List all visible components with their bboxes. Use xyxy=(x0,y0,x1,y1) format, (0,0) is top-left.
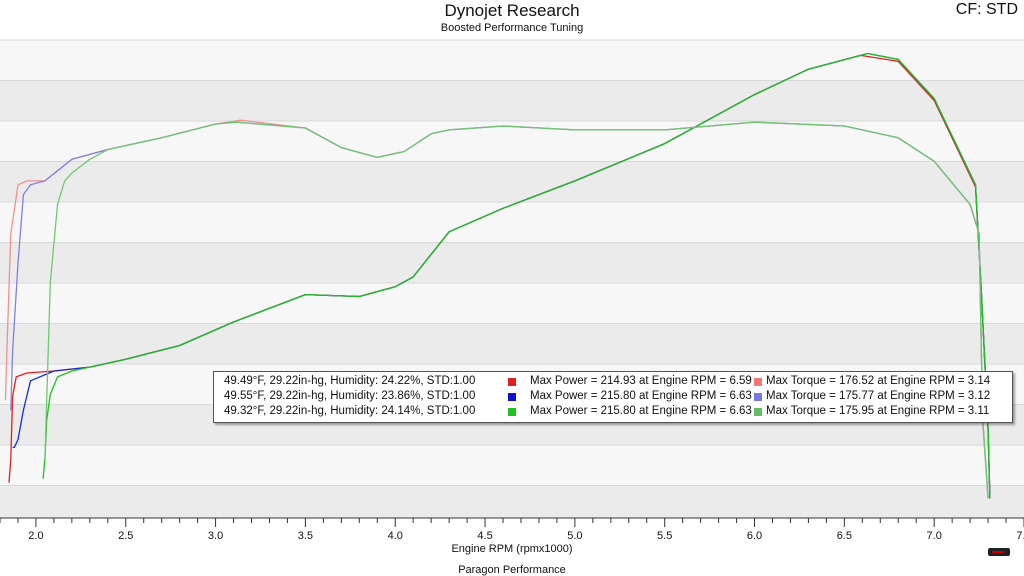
x-tick-label: 3.0 xyxy=(208,530,223,542)
legend-conditions: 49.55°F, 29.22in-hg, Humidity: 23.86%, S… xyxy=(224,390,476,402)
legend-power: Max Power = 214.93 at Engine RPM = 6.59 xyxy=(530,375,752,387)
x-tick-label: 6.5 xyxy=(837,530,852,542)
x-tick-label: 4.5 xyxy=(477,530,492,542)
x-tick-label: 5.0 xyxy=(567,530,582,542)
grid-band xyxy=(0,40,1024,81)
legend-conditions: 49.49°F, 29.22in-hg, Humidity: 24.22%, S… xyxy=(224,375,476,387)
x-axis-label: Engine RPM (rpmx1000) xyxy=(451,543,573,555)
legend-row: 49.32°F, 29.22in-hg, Humidity: 24.14%, S… xyxy=(214,404,1012,419)
legend-swatch-power xyxy=(508,408,516,416)
x-tick-label: 6.0 xyxy=(747,530,762,542)
legend-row: 49.49°F, 29.22in-hg, Humidity: 24.22%, S… xyxy=(214,374,1012,389)
series-lines xyxy=(4,52,991,499)
series-line-3 xyxy=(42,52,991,499)
x-tick-label: 3.5 xyxy=(298,530,313,542)
grid-band xyxy=(0,323,1024,364)
grid-band xyxy=(0,80,1024,121)
grid-band xyxy=(0,161,1024,202)
grid-band xyxy=(0,485,1024,518)
x-axis-ticks xyxy=(0,518,1024,527)
legend-swatch-power xyxy=(508,393,516,401)
grid-band xyxy=(0,242,1024,283)
x-tick-label: 5.5 xyxy=(657,530,672,542)
x-tick-label: 4.0 xyxy=(388,530,403,542)
grid-bands xyxy=(0,39,1024,519)
chart-subtitle: Boosted Performance Tuning xyxy=(440,22,584,34)
grid-band xyxy=(0,283,1024,324)
x-tick-label: 2.5 xyxy=(118,530,133,542)
dynojet-logo-accent xyxy=(992,551,1004,553)
series-line-6 xyxy=(44,121,989,499)
legend-torque: Max Torque = 175.95 at Engine RPM = 3.11 xyxy=(766,405,990,417)
legend-conditions: 49.32°F, 29.22in-hg, Humidity: 24.14%, S… xyxy=(224,405,476,417)
legend-torque: Max Torque = 175.77 at Engine RPM = 3.12 xyxy=(766,390,991,402)
legend-swatch-torque xyxy=(754,393,762,401)
legend-swatch-torque xyxy=(754,378,762,386)
legend: 49.49°F, 29.22in-hg, Humidity: 24.22%, S… xyxy=(213,371,1013,423)
correction-factor-label: CF: STD xyxy=(955,1,1018,18)
x-tick-label: 7.0 xyxy=(927,530,942,542)
x-tick-label: 7.5 xyxy=(1016,530,1024,542)
legend-swatch-power xyxy=(508,378,516,386)
footer-label: Paragon Performance xyxy=(458,564,566,576)
legend-power: Max Power = 215.80 at Engine RPM = 6.63 xyxy=(530,405,752,417)
x-tick-label: 2.0 xyxy=(28,530,43,542)
legend-torque: Max Torque = 176.52 at Engine RPM = 3.14 xyxy=(766,375,991,387)
legend-power: Max Power = 215.80 at Engine RPM = 6.63 xyxy=(530,390,752,402)
legend-swatch-torque xyxy=(754,408,762,416)
grid-band xyxy=(0,445,1024,486)
chart-title: Dynojet Research xyxy=(444,1,580,20)
x-axis-tick-labels: 2.0 2.5 3.0 3.5 4.0 4.5 5.0 5.5 6.0 6.5 7.0 7.5 xyxy=(28,530,1024,542)
legend-row: 49.55°F, 29.22in-hg, Humidity: 23.86%, S… xyxy=(214,389,1012,404)
grid-band xyxy=(0,202,1024,243)
